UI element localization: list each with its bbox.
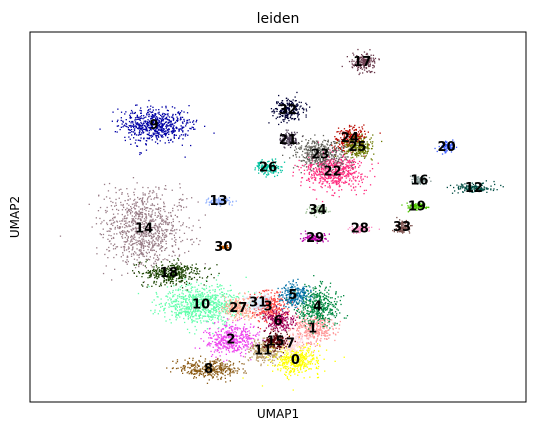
cluster-label-12: 12 <box>465 181 483 196</box>
chart-title: leiden <box>257 11 300 27</box>
cluster-points-26 <box>254 158 286 178</box>
cluster-points-5 <box>275 278 313 311</box>
cluster-points-13 <box>205 196 237 207</box>
points-layer <box>59 48 504 391</box>
cluster-points-16 <box>409 175 432 186</box>
cluster-label-10: 10 <box>192 297 210 312</box>
cluster-label-25: 25 <box>348 140 366 155</box>
cluster-label-26: 26 <box>259 161 277 176</box>
cluster-points-23 <box>282 134 364 176</box>
cluster-label-33: 33 <box>393 220 411 235</box>
cluster-points-12 <box>446 180 504 194</box>
cluster-label-2: 2 <box>226 333 235 348</box>
x-axis-label: UMAP1 <box>257 407 299 421</box>
cluster-label-29: 29 <box>306 231 324 246</box>
cluster-points-21 <box>279 129 304 149</box>
cluster-label-0: 0 <box>291 353 300 368</box>
cluster-points-30 <box>218 244 229 250</box>
cluster-points-18 <box>132 257 220 291</box>
cluster-label-17: 17 <box>353 55 371 70</box>
cluster-points-27 <box>218 292 257 322</box>
cluster-label-6: 6 <box>273 314 282 329</box>
cluster-points-9 <box>99 99 215 158</box>
cluster-points-32 <box>268 91 311 126</box>
cluster-points-1 <box>288 307 341 353</box>
cluster-points-4 <box>286 275 349 335</box>
cluster-label-23: 23 <box>311 148 329 163</box>
cluster-points-34 <box>305 204 331 218</box>
cluster-label-16: 16 <box>410 174 428 189</box>
cluster-label-4: 4 <box>313 299 322 314</box>
cluster-points-17 <box>341 48 380 76</box>
cluster-label-8: 8 <box>204 362 213 377</box>
cluster-points-20 <box>434 139 458 155</box>
cluster-points-14 <box>59 177 206 283</box>
cluster-points-8 <box>166 355 247 384</box>
cluster-label-3: 3 <box>264 299 273 314</box>
cluster-points-29 <box>299 230 330 244</box>
cluster-points-19 <box>401 201 430 213</box>
cluster-label-21: 21 <box>279 133 297 148</box>
cluster-label-13: 13 <box>209 194 227 209</box>
cluster-label-34: 34 <box>309 203 327 218</box>
cluster-label-5: 5 <box>288 288 297 303</box>
cluster-label-14: 14 <box>135 222 153 237</box>
cluster-points-28 <box>347 224 380 234</box>
y-axis-label: UMAP2 <box>8 196 22 238</box>
cluster-label-22: 22 <box>324 164 342 179</box>
cluster-label-1: 1 <box>308 322 317 337</box>
cluster-label-27: 27 <box>229 301 247 316</box>
cluster-label-28: 28 <box>351 222 369 237</box>
cluster-label-18: 18 <box>160 266 178 281</box>
cluster-points-6 <box>256 306 298 335</box>
cluster-label-30: 30 <box>214 240 232 255</box>
cluster-points-15 <box>262 326 296 357</box>
cluster-label-11: 11 <box>254 344 272 359</box>
cluster-points-33 <box>392 216 413 234</box>
cluster-label-9: 9 <box>149 118 158 133</box>
cluster-label-19: 19 <box>408 199 426 214</box>
plot-frame <box>29 31 527 403</box>
cluster-label-7: 7 <box>286 336 295 351</box>
cluster-points-7 <box>272 332 311 354</box>
cluster-points-25 <box>335 132 383 161</box>
cluster-label-15: 15 <box>266 334 284 349</box>
cluster-points-31 <box>243 291 274 319</box>
cluster-label-32: 32 <box>279 103 297 118</box>
cluster-label-24: 24 <box>341 131 359 146</box>
cluster-label-31: 31 <box>249 296 267 311</box>
cluster-label-20: 20 <box>438 140 456 155</box>
